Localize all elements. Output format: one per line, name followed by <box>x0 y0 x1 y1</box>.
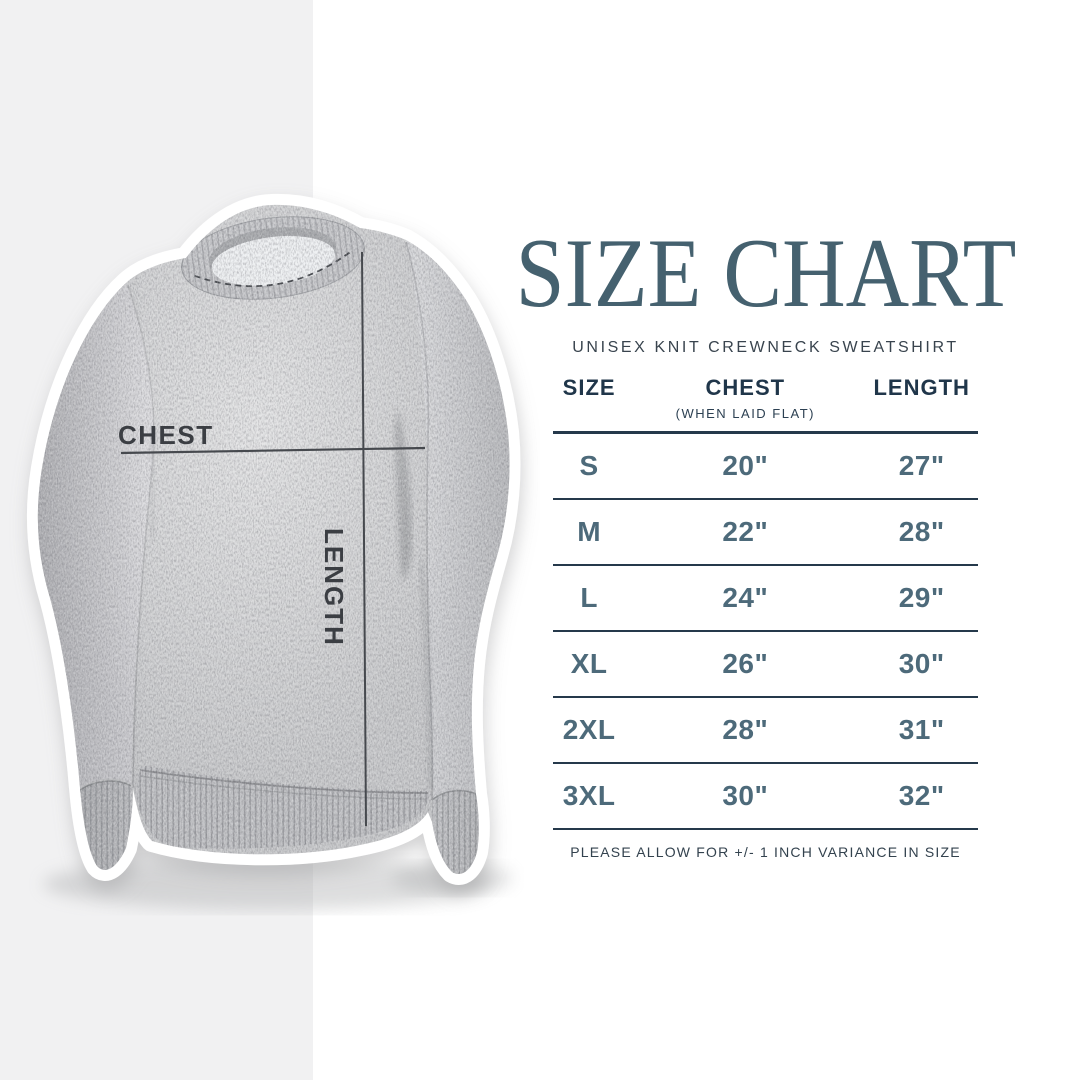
col-header-chest-label: CHEST <box>705 375 786 401</box>
cell-chest: 30" <box>722 780 769 812</box>
cell-size: L <box>580 582 598 614</box>
measurement-annotations: CHEST LENGTH <box>118 251 426 827</box>
cell-length: 28" <box>898 516 945 548</box>
cell-length: 29" <box>898 582 945 614</box>
size-chart-panel: SIZE CHART UNISEX KNIT CREWNECK SWEATSHI… <box>516 225 1017 861</box>
chest-measure-label: CHEST <box>118 420 214 450</box>
length-measure-line <box>361 251 367 827</box>
col-header-length-label: LENGTH <box>873 375 970 401</box>
cell-chest: 24" <box>722 582 769 614</box>
table-row: 3XL 30" 32" <box>553 764 978 831</box>
col-header-length: LENGTH <box>865 375 978 401</box>
cell-length: 27" <box>898 450 945 482</box>
table-row: L 24" 29" <box>553 566 978 633</box>
cell-chest: 20" <box>722 450 769 482</box>
col-header-size: SIZE <box>553 375 625 401</box>
col-header-size-label: SIZE <box>562 375 616 401</box>
col-header-chest: CHEST (WHEN LAID FLAT) <box>625 375 865 421</box>
cell-size: M <box>577 516 602 548</box>
cell-size: 3XL <box>562 780 616 812</box>
heather-noise-light <box>37 204 510 874</box>
chest-measure-line <box>120 446 426 455</box>
cell-length: 32" <box>898 780 945 812</box>
page-title: SIZE CHART <box>515 219 1017 329</box>
cell-chest: 26" <box>722 648 769 680</box>
table-row: XL 26" 30" <box>553 632 978 699</box>
size-table: SIZE CHEST (WHEN LAID FLAT) LENGTH S 20"… <box>553 373 978 831</box>
subtitle: UNISEX KNIT CREWNECK SWEATSHIRT <box>572 339 959 357</box>
garment-shadow <box>43 858 512 910</box>
footnote: PLEASE ALLOW FOR +/- 1 INCH VARIANCE IN … <box>570 844 961 861</box>
cell-size: XL <box>570 648 608 680</box>
table-row: S 20" 27" <box>553 434 978 501</box>
cell-chest: 28" <box>722 714 769 746</box>
cell-size: S <box>579 450 599 482</box>
sweatshirt-illustration: CHEST LENGTH <box>0 0 540 910</box>
cell-size: 2XL <box>562 714 616 746</box>
length-measure-label: LENGTH <box>319 528 349 647</box>
cell-length: 31" <box>898 714 945 746</box>
cell-chest: 22" <box>722 516 769 548</box>
size-table-header: SIZE CHEST (WHEN LAID FLAT) LENGTH <box>553 373 978 435</box>
cell-length: 30" <box>898 648 945 680</box>
col-header-chest-note: (WHEN LAID FLAT) <box>675 406 815 422</box>
table-row: 2XL 28" 31" <box>553 698 978 765</box>
table-row: M 22" 28" <box>553 500 978 567</box>
